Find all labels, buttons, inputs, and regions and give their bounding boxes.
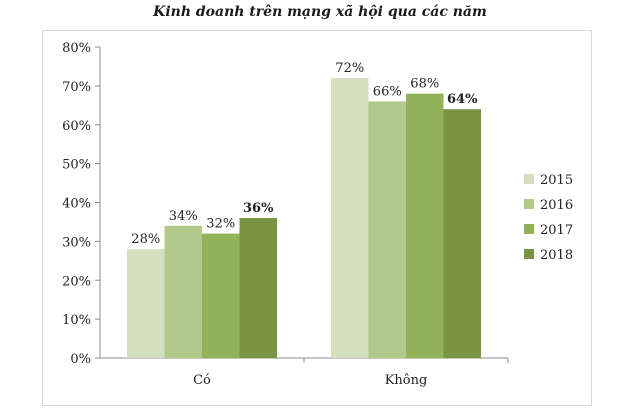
data-label: 36% xyxy=(243,201,274,216)
bar xyxy=(443,109,481,358)
data-label: 72% xyxy=(335,61,364,76)
bar xyxy=(368,101,406,359)
bar xyxy=(164,225,202,358)
data-label: 66% xyxy=(373,84,402,99)
legend-swatch xyxy=(524,224,534,234)
bar xyxy=(331,78,369,358)
x-category-label: Không xyxy=(385,373,428,388)
legend-swatch xyxy=(524,199,534,209)
data-label: 34% xyxy=(169,209,198,224)
y-tick-label: 10% xyxy=(62,313,91,328)
y-tick-label: 30% xyxy=(62,235,91,250)
bar xyxy=(239,218,277,358)
chart-title: Kinh doanh trên mạng xã hội qua các năm xyxy=(153,4,487,20)
y-tick-label: 70% xyxy=(62,80,91,95)
data-label: 68% xyxy=(410,77,439,92)
data-label: 32% xyxy=(206,217,235,232)
x-category-label: Có xyxy=(193,373,211,388)
legend-label: 2015 xyxy=(540,173,573,188)
bar xyxy=(127,249,165,358)
chart-frame xyxy=(42,30,592,406)
legend-swatch xyxy=(524,249,534,259)
legend-swatch xyxy=(524,174,534,184)
y-tick-label: 0% xyxy=(70,352,91,367)
y-tick-label: 60% xyxy=(62,119,91,134)
legend-label: 2016 xyxy=(540,198,573,213)
data-label: 64% xyxy=(447,92,478,107)
y-tick-label: 40% xyxy=(62,197,91,212)
y-tick-label: 50% xyxy=(62,158,91,173)
legend-label: 2017 xyxy=(540,223,573,238)
y-tick-label: 80% xyxy=(62,41,91,56)
legend-label: 2018 xyxy=(540,248,573,263)
data-label: 28% xyxy=(131,232,160,247)
bar xyxy=(202,233,240,358)
bar xyxy=(406,93,444,359)
y-tick-label: 20% xyxy=(62,274,91,289)
